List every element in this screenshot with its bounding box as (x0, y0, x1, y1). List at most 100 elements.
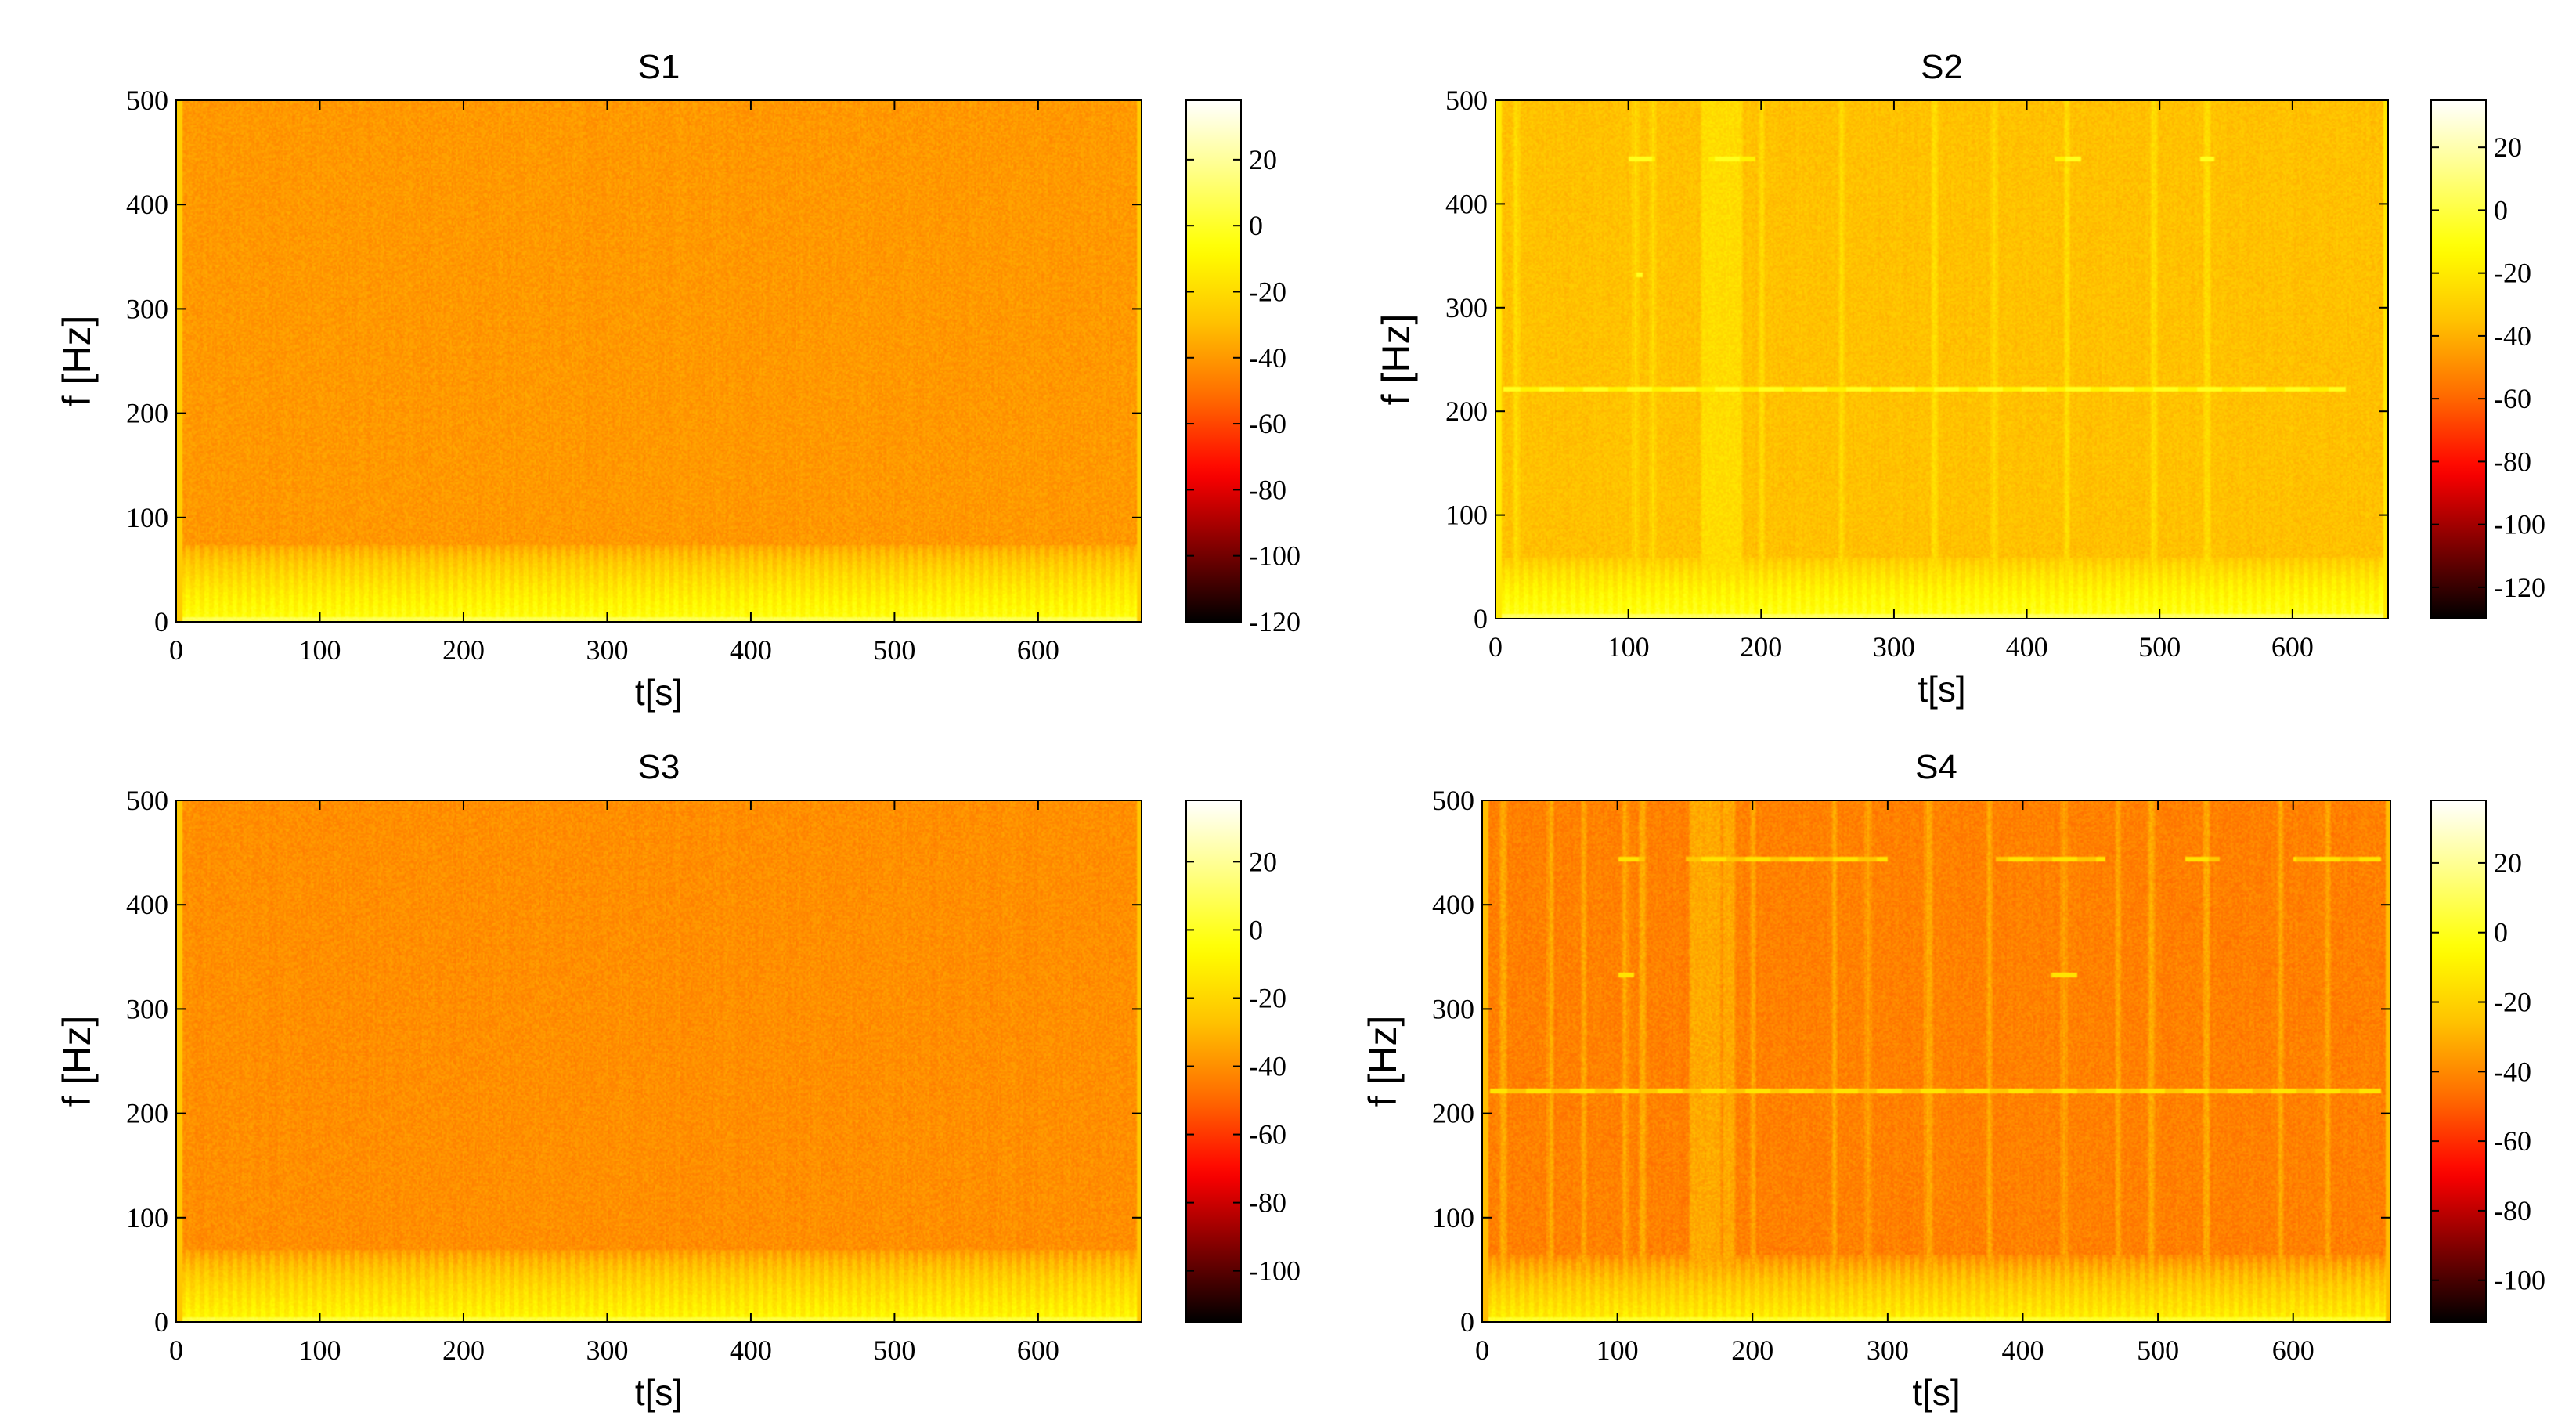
y-axis-label: f [Hz] (1361, 1016, 1405, 1107)
y-axis-label: f [Hz] (55, 1016, 99, 1107)
y-tick-label: 400 (126, 189, 168, 220)
x-tick-label: 0 (169, 1335, 183, 1366)
colorbar-tick-label: -40 (2494, 320, 2531, 352)
colorbar-tick-label: -60 (1249, 408, 1286, 439)
colorbar-tick-label: -20 (2494, 258, 2531, 289)
colorbar-tick-label: -80 (2494, 446, 2531, 477)
y-tick-label: 200 (1445, 395, 1488, 427)
colorbar-tick-label: 0 (1249, 210, 1263, 241)
x-tick-label: 300 (1873, 631, 1915, 663)
y-tick-label: 0 (154, 606, 168, 637)
colorbar-tick-label: -80 (1249, 1187, 1286, 1219)
colorbar-tick-label: -60 (2494, 1125, 2531, 1157)
y-tick-label: 100 (1432, 1202, 1474, 1233)
x-tick-label: 500 (2138, 631, 2181, 663)
y-tick-label: 0 (1460, 1306, 1474, 1338)
x-tick-label: 200 (442, 634, 485, 666)
x-tick-label: 300 (586, 634, 628, 666)
colorbar-tick-label: 20 (2494, 847, 2522, 879)
x-tick-label: 200 (442, 1335, 485, 1366)
y-tick-label: 0 (1474, 603, 1488, 634)
axes-frame (1495, 99, 2389, 619)
y-tick-label: 400 (126, 889, 168, 920)
chart-title: S4 (1915, 748, 1957, 786)
y-tick-label: 300 (126, 293, 168, 324)
x-tick-label: 200 (1740, 631, 1782, 663)
y-tick-label: 100 (126, 502, 168, 533)
colorbar-tick-label: -120 (2494, 572, 2545, 603)
x-tick-label: 0 (169, 634, 183, 666)
x-tick-label: 100 (298, 634, 341, 666)
panel-s1: 0 100 200 300 400 500 6000100200300400500S1t[s… (55, 48, 1301, 713)
y-tick-label: 200 (126, 1098, 168, 1129)
chart-title: S2 (1921, 48, 1963, 86)
x-tick-label: 400 (2006, 631, 2048, 663)
x-tick-label: 600 (1017, 634, 1059, 666)
panel-s4: 0 100 200 300 400 500 6000100200300400500S4t[s… (1361, 748, 2545, 1413)
axes-frame (175, 800, 1142, 1323)
x-axis-label: t[s] (635, 1372, 683, 1413)
chart-title: S3 (638, 748, 680, 786)
x-tick-label: 200 (1731, 1335, 1773, 1366)
colorbar-tick-label: -20 (1249, 276, 1286, 307)
x-tick-label: 600 (2272, 1335, 2314, 1366)
y-tick-label: 200 (126, 398, 168, 429)
y-tick-label: 300 (1432, 993, 1474, 1024)
x-tick-label: 500 (2137, 1335, 2179, 1366)
colorbar-tick-label: -100 (1249, 1255, 1301, 1287)
colorbar-tick-label: -60 (2494, 383, 2531, 414)
colorbar-tick-label: -80 (1249, 474, 1286, 505)
x-tick-label: 100 (298, 1335, 341, 1366)
axes-frame (1481, 800, 2391, 1323)
x-axis-label: t[s] (1912, 1372, 1960, 1413)
colorbar-tick-label: -100 (1249, 540, 1301, 572)
colorbar-tick-label: 0 (2494, 194, 2508, 226)
colorbar-tick-label: 0 (2494, 917, 2508, 948)
x-tick-label: 0 (1475, 1335, 1489, 1366)
colorbar-tick-label: -20 (1249, 982, 1286, 1013)
x-axis-label: t[s] (635, 672, 683, 713)
colorbar-tick-label: 0 (1249, 914, 1263, 945)
colorbar (2430, 99, 2487, 619)
y-tick-label: 100 (126, 1202, 168, 1233)
colorbar (1185, 99, 1242, 623)
colorbar-tick-label: -40 (1249, 1051, 1286, 1082)
y-tick-label: 300 (1445, 292, 1488, 323)
x-tick-label: 600 (2271, 631, 2314, 663)
colorbar-tick-label: -60 (1249, 1119, 1286, 1150)
x-tick-label: 100 (1596, 1335, 1639, 1366)
x-tick-label: 300 (1867, 1335, 1909, 1366)
x-tick-label: 300 (586, 1335, 628, 1366)
panel-s2: 0 100 200 300 400 500 6000100200300400500S2t[s… (1374, 48, 2545, 710)
axes-frame (175, 99, 1142, 623)
y-tick-label: 500 (1432, 785, 1474, 816)
colorbar-tick-label: -80 (2494, 1195, 2531, 1226)
y-axis-label: f [Hz] (1374, 314, 1418, 406)
x-axis-label: t[s] (1918, 669, 1965, 710)
colorbar-tick-label: 20 (2494, 132, 2522, 163)
y-axis-label: f [Hz] (55, 316, 99, 407)
colorbar-tick-label: -40 (2494, 1056, 2531, 1087)
x-tick-label: 600 (1017, 1335, 1059, 1366)
spectrogram-image (1482, 800, 2390, 1322)
colorbar-tick-label: 20 (1249, 144, 1277, 175)
spectrogram-image (176, 800, 1142, 1322)
y-tick-label: 200 (1432, 1098, 1474, 1129)
panel-s3: 0 100 200 300 400 500 6000100200300400500S3t[s… (55, 748, 1301, 1413)
colorbar (1185, 800, 1242, 1323)
colorbar-tick-label: -100 (2494, 1265, 2545, 1296)
y-tick-label: 100 (1445, 500, 1488, 531)
colorbar-tick-label: -120 (1249, 606, 1301, 637)
y-tick-label: 400 (1445, 188, 1488, 219)
chart-title: S1 (638, 48, 680, 86)
x-tick-label: 400 (730, 1335, 772, 1366)
spectrogram-image (1495, 100, 2388, 619)
colorbar-tick-label: -20 (2494, 987, 2531, 1018)
y-tick-label: 300 (126, 993, 168, 1024)
colorbar-tick-label: -100 (2494, 509, 2545, 540)
spectrogram-image (176, 100, 1142, 622)
x-tick-label: 500 (873, 634, 915, 666)
y-tick-label: 0 (154, 1306, 168, 1338)
colorbar-tick-label: 20 (1249, 846, 1277, 877)
